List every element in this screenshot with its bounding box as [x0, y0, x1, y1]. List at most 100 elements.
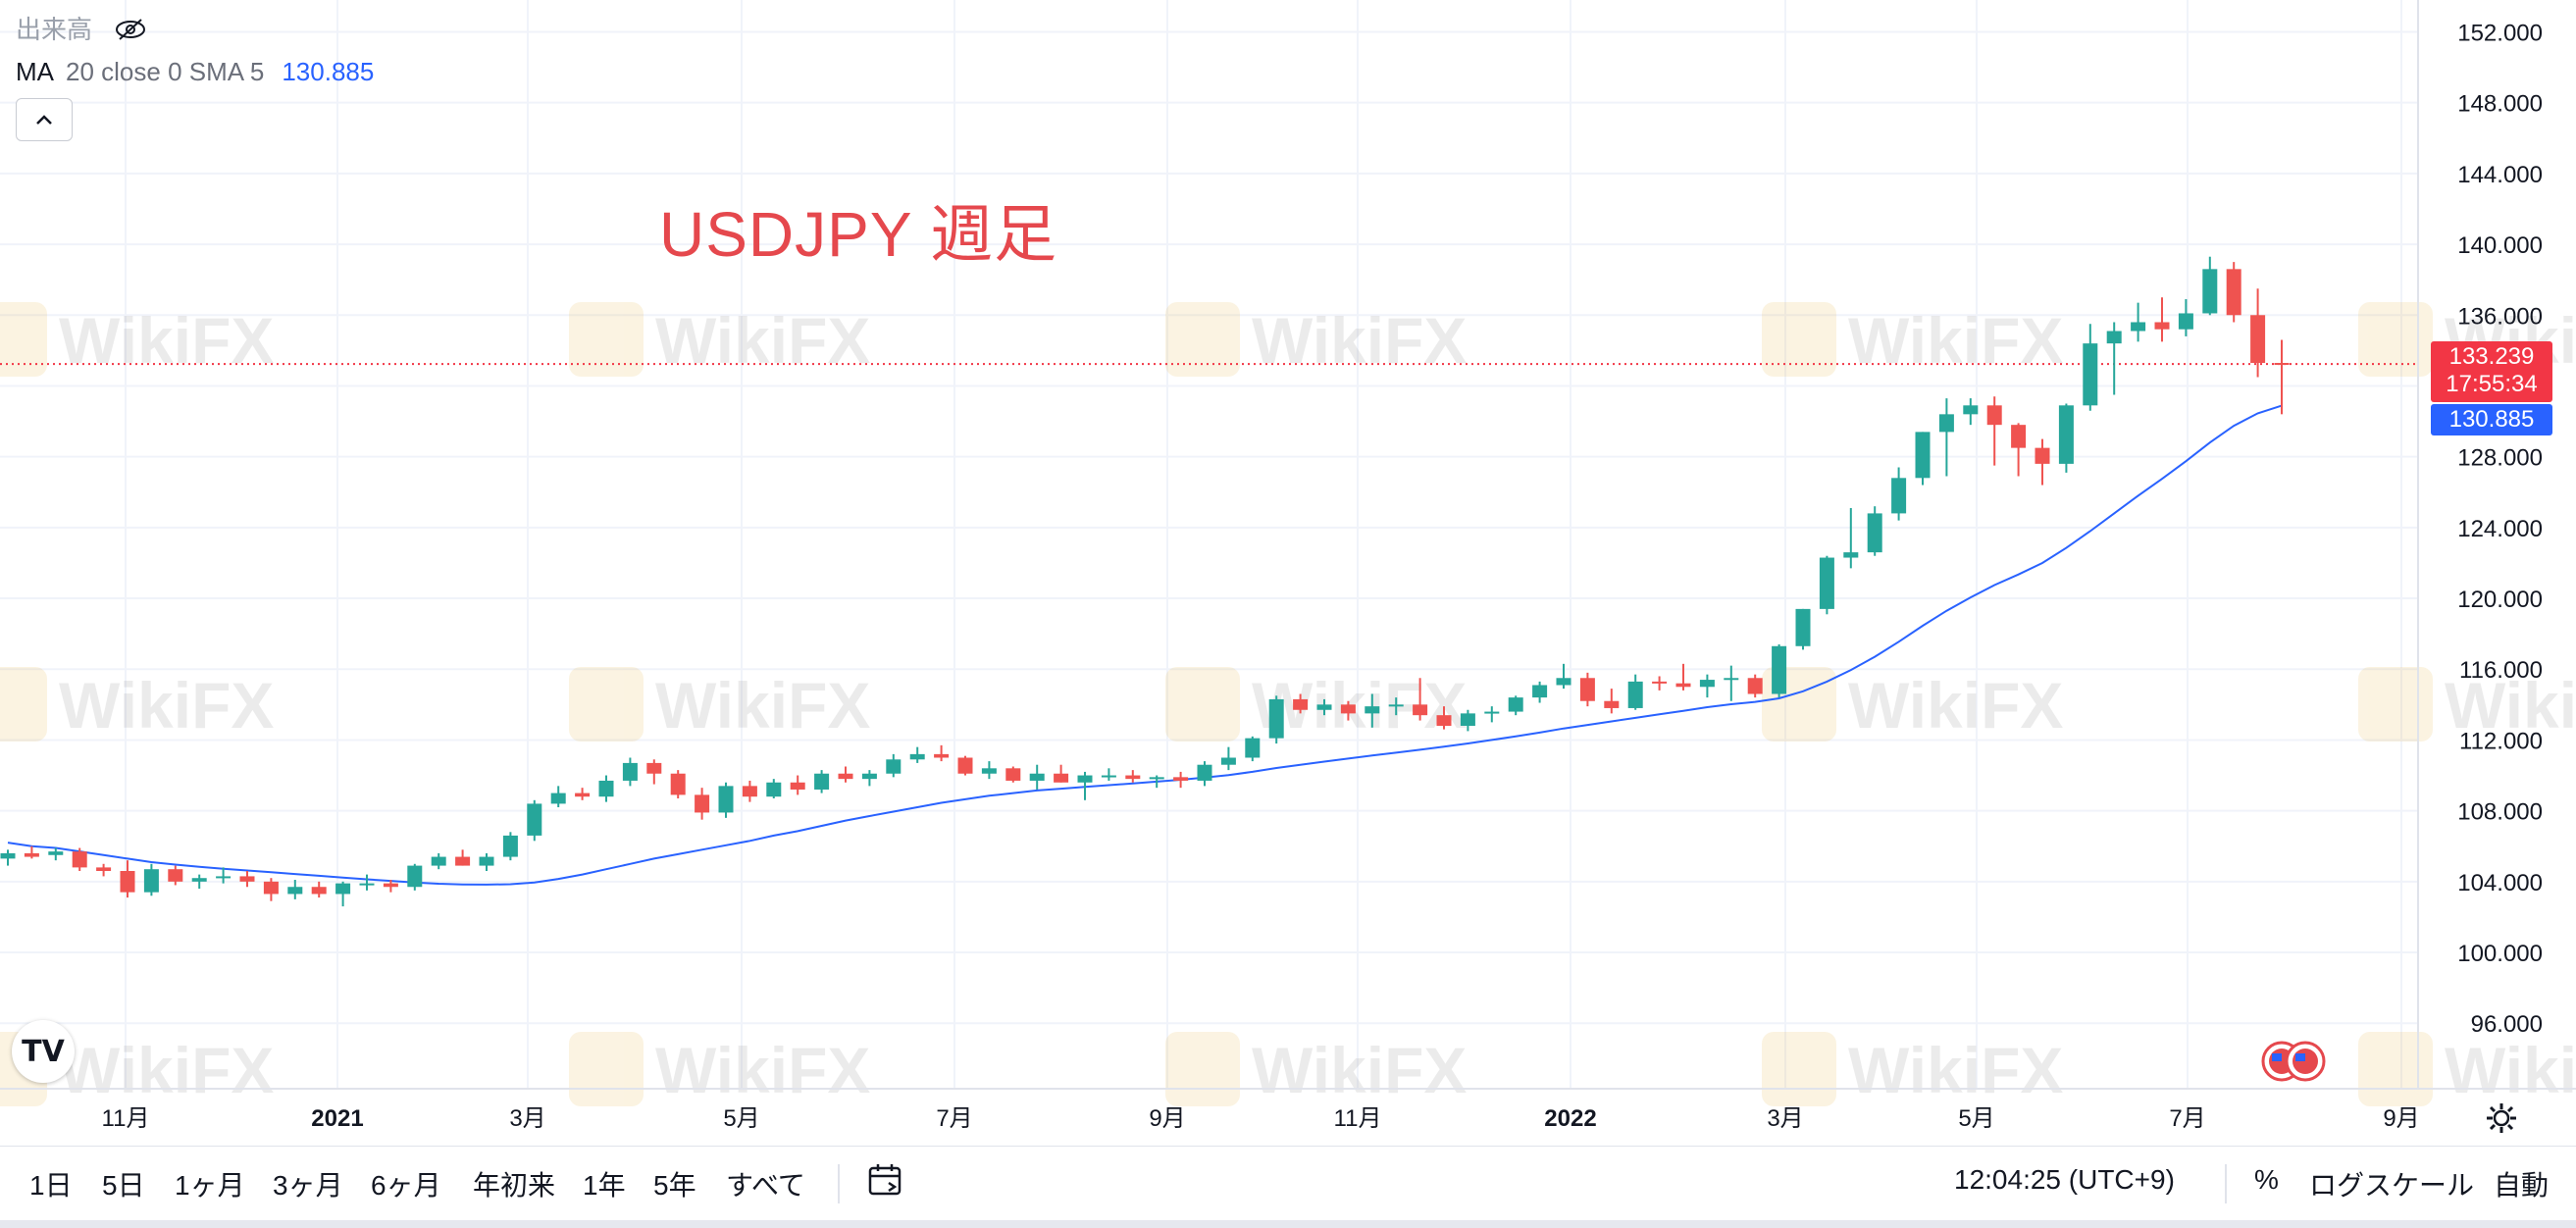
- candle-body: [1772, 645, 1787, 694]
- watermark-badge: [1762, 1032, 1836, 1106]
- watermark: WikiFX: [2358, 667, 2576, 742]
- range-all-button[interactable]: すべて: [726, 1170, 805, 1201]
- watermark-badge: [569, 667, 644, 742]
- calendar-icon[interactable]: [867, 1162, 904, 1204]
- range-1d-button[interactable]: 1日: [29, 1170, 73, 1201]
- candle-body: [766, 782, 782, 797]
- percent-scale-button[interactable]: %: [2254, 1164, 2279, 1195]
- range-1y-button[interactable]: 1年: [583, 1170, 626, 1201]
- candle: [2011, 423, 2027, 477]
- candle: [1675, 663, 1691, 691]
- candle: [1197, 761, 1212, 787]
- candle-body: [1149, 777, 1164, 780]
- range-1m-button[interactable]: 1ヶ月: [175, 1170, 245, 1201]
- candle: [814, 770, 830, 793]
- y-tick-label: 152.000: [2457, 20, 2543, 46]
- y-tick-label: 136.000: [2457, 303, 2543, 330]
- candle: [1365, 693, 1380, 728]
- price-axis[interactable]: 152.000148.000144.000140.000136.000132.0…: [2417, 0, 2543, 1089]
- candle: [1268, 695, 1284, 744]
- price-chart[interactable]: WikiFX WikiFX WikiFX WikiFX WikiFX WikiFX Wiki…: [0, 0, 2576, 1146]
- ma-params: 20 close 0 SMA 5: [66, 57, 265, 86]
- candle: [1556, 663, 1571, 690]
- candle-body: [957, 757, 973, 774]
- candle-body: [1604, 700, 1620, 708]
- candle: [502, 832, 518, 861]
- range-6m-button[interactable]: 6ヶ月: [371, 1170, 441, 1201]
- candlestick-series: [0, 256, 2290, 907]
- candle: [2226, 262, 2241, 323]
- candle-body: [838, 773, 853, 780]
- candle: [1340, 700, 1356, 721]
- watermark: WikiFX: [569, 302, 870, 377]
- candle: [934, 744, 950, 762]
- candle-body: [96, 867, 112, 871]
- candle-body: [431, 856, 446, 866]
- y-tick-label: 108.000: [2457, 799, 2543, 826]
- candle: [2274, 339, 2290, 415]
- gear-icon[interactable]: [2484, 1100, 2519, 1136]
- ma-price-tag: 130.885: [2431, 404, 2552, 435]
- watermark-badge: [1165, 1032, 1240, 1106]
- y-tick-label: 104.000: [2457, 870, 2543, 896]
- ma-legend[interactable]: MA 20 close 0 SMA 5 130.885: [16, 57, 374, 87]
- y-tick-label: 140.000: [2457, 232, 2543, 259]
- clock-display[interactable]: 12:04:25 (UTC+9): [1954, 1164, 2175, 1195]
- range-ytd-button[interactable]: 年初来: [473, 1170, 556, 1201]
- bar-countdown: 17:55:34: [2446, 371, 2538, 397]
- candle-body: [1293, 698, 1309, 710]
- x-tick-label: 11月: [1334, 1105, 1382, 1132]
- watermark: WikiFX: [1165, 1032, 1467, 1106]
- candle-body: [622, 762, 638, 781]
- candle: [1149, 775, 1164, 789]
- candle-body: [335, 883, 351, 895]
- candle: [335, 881, 351, 907]
- candle: [1245, 736, 1261, 762]
- time-axis[interactable]: 11月 2021 3月 5月 7月 9月 11月 2022 3月 5月 7月 9月: [0, 1088, 2576, 1132]
- candle-body: [1843, 552, 1859, 558]
- log-scale-button[interactable]: ログスケール: [2309, 1170, 2475, 1201]
- x-tick-label: 5月: [1958, 1105, 1994, 1132]
- candle: [1173, 771, 1189, 789]
- range-5y-button[interactable]: 5年: [653, 1170, 696, 1201]
- watermark: WikiFX: [2358, 1032, 2576, 1106]
- candle: [0, 849, 16, 866]
- candle: [1125, 770, 1141, 783]
- candle-body: [1268, 698, 1284, 739]
- candle-body: [502, 835, 518, 857]
- candle: [287, 880, 303, 899]
- watermark-badge: [0, 667, 47, 742]
- watermark-text: WikiFX: [655, 304, 870, 377]
- candle-body: [2154, 322, 2170, 330]
- candle-body: [1054, 773, 1069, 783]
- tradingview-logo[interactable]: TV: [12, 1020, 75, 1083]
- range-5d-button[interactable]: 5日: [102, 1170, 145, 1201]
- candle-body: [695, 794, 710, 813]
- candle: [2131, 302, 2146, 342]
- candle: [1915, 432, 1931, 486]
- candle: [766, 779, 782, 798]
- candle: [120, 860, 135, 898]
- candle: [1579, 672, 1595, 707]
- event-flags-icon[interactable]: [2260, 1040, 2329, 1083]
- candle-body: [1484, 711, 1500, 714]
- watermark-badge: [2358, 302, 2433, 377]
- candle-body: [646, 762, 662, 774]
- range-3m-button[interactable]: 3ヶ月: [273, 1170, 343, 1201]
- last-price-tag: 133.239 17:55:34: [2431, 341, 2552, 402]
- eye-off-icon[interactable]: [114, 18, 147, 40]
- candle: [718, 782, 734, 818]
- collapse-legend-button[interactable]: [16, 98, 73, 141]
- candle: [1484, 706, 1500, 723]
- watermark-text: WikiFX: [1252, 304, 1467, 377]
- ma-value: 130.885: [282, 57, 375, 86]
- bottom-toolbar: 1日 5日 1ヶ月 3ヶ月 6ヶ月 年初来 1年 5年 すべて 12:04:25…: [0, 1146, 2576, 1221]
- candle-body: [2250, 315, 2266, 363]
- auto-scale-button[interactable]: 自動: [2494, 1170, 2550, 1201]
- candle-body: [1556, 678, 1571, 686]
- candle: [1604, 689, 1620, 714]
- candle-body: [718, 786, 734, 813]
- x-tick-label: 2021: [311, 1105, 363, 1132]
- candle-body: [2011, 425, 2027, 448]
- candle-body: [1747, 678, 1763, 694]
